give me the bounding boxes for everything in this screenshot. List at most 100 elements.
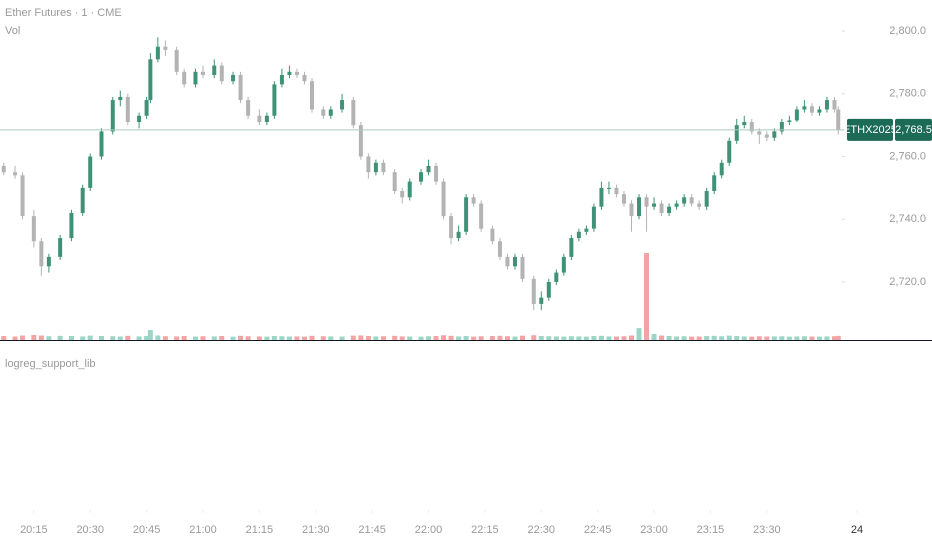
- volume-bar: [136, 336, 142, 340]
- candle-body: [69, 212, 74, 239]
- x-tick-label: 21:30: [302, 524, 330, 536]
- candle-body: [772, 131, 777, 138]
- volume-bar: [666, 336, 672, 340]
- candle-body: [264, 115, 269, 123]
- candle-body: [749, 122, 754, 132]
- x-tick-label: 22:15: [471, 524, 499, 536]
- volume-bar: [31, 335, 37, 340]
- y-tick-label: 2,740.0: [889, 213, 926, 225]
- volume-bar: [651, 334, 657, 340]
- volume-bar: [764, 336, 770, 340]
- candle-body: [272, 84, 277, 116]
- volume-bar: [546, 336, 552, 340]
- volume-bar: [512, 336, 518, 340]
- volume-bar: [591, 336, 597, 340]
- candle-body: [231, 74, 236, 82]
- candle-body: [163, 46, 168, 50]
- candle-body: [546, 281, 551, 298]
- volume-bar: [456, 336, 462, 340]
- volume-bar: [309, 335, 315, 340]
- candle-body: [757, 131, 762, 135]
- volume-bar: [553, 336, 559, 340]
- volume-bar: [68, 336, 74, 340]
- volume-bar: [463, 336, 469, 340]
- candle-body: [219, 65, 224, 82]
- candle-body: [294, 71, 299, 75]
- volume-bar: [613, 336, 619, 340]
- volume-bar: [328, 336, 334, 340]
- candle-body: [118, 96, 123, 101]
- y-tick-label: 2,760.0: [889, 150, 926, 162]
- candle-body: [764, 134, 769, 138]
- volume-label: Vol: [5, 25, 20, 37]
- candle-body: [682, 197, 687, 204]
- candle-body: [321, 109, 326, 116]
- candle-body: [287, 71, 292, 75]
- candle-body: [554, 272, 559, 282]
- symbol-badge: [847, 118, 893, 141]
- volume-bar: [786, 336, 792, 340]
- candle-body: [817, 109, 822, 113]
- candle-body: [621, 194, 626, 204]
- volume-bar: [117, 336, 123, 340]
- volume-bar: [12, 336, 18, 340]
- candle-body: [340, 100, 345, 110]
- volume-bar: [358, 335, 364, 340]
- x-tick-label: 22:00: [415, 524, 443, 536]
- candle-body: [576, 231, 581, 239]
- x-tick-label: 21:15: [246, 524, 274, 536]
- volume-bar: [711, 335, 717, 340]
- volume-bar: [46, 336, 52, 340]
- volume-bar: [181, 336, 187, 340]
- volume-bar: [433, 336, 439, 340]
- x-tick-label: 23:30: [753, 524, 781, 536]
- candle-body: [193, 71, 198, 85]
- candle-body: [779, 122, 784, 132]
- volume-bar: [279, 336, 285, 340]
- volume-bar: [561, 336, 567, 340]
- volume-bar: [271, 336, 277, 340]
- candle-body: [419, 172, 423, 182]
- candle-body: [734, 125, 739, 141]
- volume-bar: [230, 336, 236, 340]
- candle-body: [13, 172, 18, 176]
- indicator-label: logreg_support_lib: [5, 358, 96, 370]
- candle-body: [599, 187, 604, 207]
- volume-bar: [418, 336, 424, 340]
- volume-bar: [519, 335, 525, 340]
- candle-body: [144, 100, 149, 116]
- volume-bar: [110, 336, 116, 340]
- candle-body: [824, 100, 829, 110]
- candle-body: [697, 203, 702, 207]
- candle-body: [512, 256, 517, 267]
- volume-bar: [726, 335, 732, 340]
- candle-body: [351, 100, 356, 126]
- candle-body: [569, 238, 574, 257]
- y-tick-label: 2,780.0: [889, 88, 926, 100]
- volume-bar: [441, 335, 447, 340]
- candle-body: [809, 106, 814, 113]
- volume-bar: [538, 336, 544, 340]
- volume-bar: [606, 336, 612, 340]
- candle-body: [659, 203, 664, 213]
- candle-body: [366, 156, 371, 173]
- candle-body: [88, 156, 93, 188]
- candle-body: [20, 175, 25, 217]
- volume-bar: [256, 336, 262, 340]
- candle-body: [561, 256, 566, 273]
- candle-body: [246, 100, 251, 116]
- volume-bar: [809, 336, 815, 340]
- candle-body: [497, 241, 502, 257]
- x-tick-label: 21:45: [358, 524, 386, 536]
- candle-body: [652, 203, 657, 207]
- volume-bar: [238, 335, 244, 340]
- volume-bar: [674, 336, 680, 340]
- candle-body: [644, 197, 649, 207]
- volume-bar: [98, 336, 104, 340]
- candle-body: [392, 172, 397, 192]
- volume-bar: [162, 336, 168, 340]
- volume-bar: [568, 336, 574, 340]
- price-badge: [895, 118, 932, 141]
- candle-body: [479, 203, 484, 229]
